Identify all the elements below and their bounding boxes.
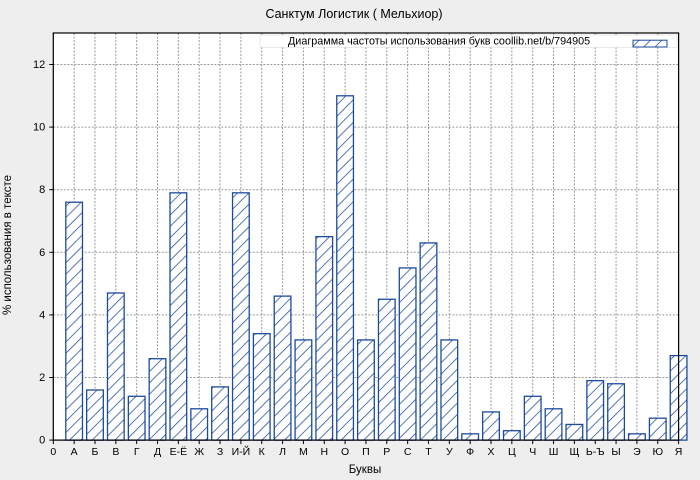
- svg-text:Д: Д: [154, 446, 161, 458]
- svg-text:8: 8: [39, 184, 45, 196]
- svg-text:Диаграмма частоты использовани: Диаграмма частоты использования букв coo…: [288, 36, 590, 48]
- svg-text:К: К: [259, 446, 266, 458]
- svg-text:Б: Б: [92, 446, 99, 458]
- svg-text:Ы: Ы: [611, 446, 620, 458]
- svg-text:Ь-Ъ: Ь-Ъ: [586, 446, 605, 458]
- svg-text:Ч: Ч: [529, 446, 536, 458]
- svg-text:Э: Э: [633, 446, 641, 458]
- svg-text:12: 12: [33, 59, 45, 71]
- svg-text:В: В: [112, 446, 119, 458]
- svg-text:Щ: Щ: [569, 446, 579, 458]
- svg-text:Л: Л: [279, 446, 286, 458]
- svg-text:2: 2: [39, 372, 45, 384]
- svg-text:Я: Я: [675, 446, 683, 458]
- svg-text:Ш: Ш: [549, 446, 559, 458]
- svg-text:4: 4: [39, 309, 45, 321]
- svg-text:У: У: [446, 446, 453, 458]
- svg-text:Р: Р: [383, 446, 390, 458]
- svg-text:Ф: Ф: [466, 446, 474, 458]
- svg-text:Т: Т: [425, 446, 432, 458]
- svg-text:З: З: [217, 446, 223, 458]
- svg-text:Буквы: Буквы: [349, 464, 381, 476]
- svg-text:Г: Г: [134, 446, 140, 458]
- svg-text:Ц: Ц: [508, 446, 516, 458]
- svg-text:Е-Ё: Е-Ё: [170, 446, 188, 458]
- svg-text:А: А: [71, 446, 78, 458]
- svg-text:П: П: [362, 446, 370, 458]
- svg-text:% использования в тексте: % использования в тексте: [2, 175, 14, 315]
- svg-text:Ю: Ю: [652, 446, 663, 458]
- svg-text:0: 0: [39, 435, 45, 447]
- svg-text:10: 10: [33, 122, 45, 134]
- svg-text:О: О: [341, 446, 349, 458]
- svg-text:И-Й: И-Й: [232, 445, 251, 458]
- svg-text:Н: Н: [320, 446, 328, 458]
- svg-text:Х: Х: [488, 446, 495, 458]
- svg-text:6: 6: [39, 247, 45, 259]
- svg-text:Ж: Ж: [194, 446, 204, 458]
- svg-text:М: М: [299, 446, 308, 458]
- svg-text:С: С: [404, 446, 412, 458]
- svg-text:0: 0: [50, 446, 56, 458]
- svg-text:Санктум Логистик ( Мельхиор): Санктум Логистик ( Мельхиор): [265, 7, 442, 21]
